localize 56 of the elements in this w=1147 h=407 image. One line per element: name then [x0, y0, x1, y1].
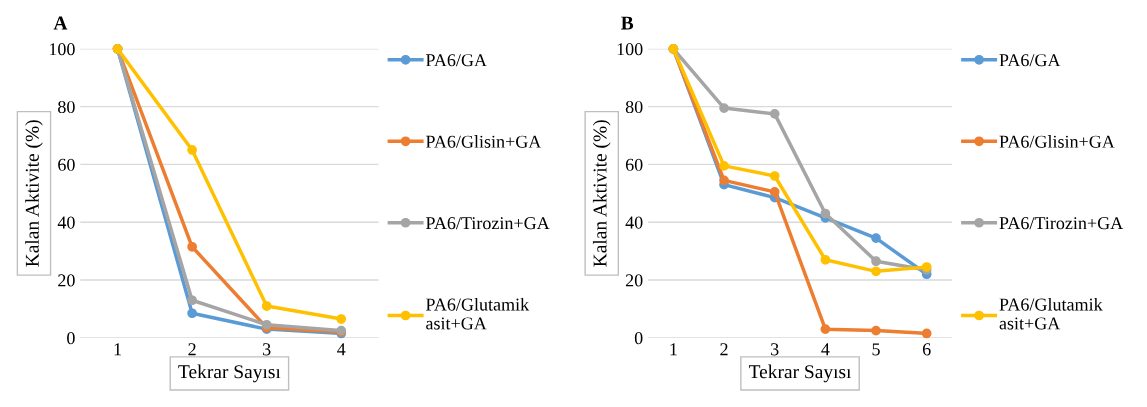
y-tick-label: 60	[625, 158, 643, 171]
y-tick-label: 60	[58, 158, 75, 171]
point	[769, 108, 780, 119]
point	[871, 233, 881, 243]
y-tick-label: 40	[57, 216, 75, 229]
point	[187, 241, 197, 252]
chart-title: A	[53, 16, 68, 30]
x-tick-label: 3	[771, 343, 779, 356]
point	[719, 103, 729, 113]
x-axis-title: Tekrar Sayısı	[178, 364, 281, 383]
point	[871, 325, 881, 336]
x-tick-label: 2	[188, 343, 196, 356]
x-tick-label: 6	[922, 343, 931, 356]
y-axis-title: Kalan Aktivite (%)	[592, 120, 611, 267]
point	[187, 295, 197, 306]
x-tick-label: 5	[872, 343, 880, 356]
y-tick-label: 100	[617, 43, 643, 56]
legend-label: PA6/Tirozin+GA	[425, 217, 550, 230]
x-tick-label: 1	[114, 343, 121, 356]
legend-label: PA6/Glisin+GA	[999, 135, 1115, 148]
legend-label: PA6/Glisin+GA	[425, 135, 542, 148]
point	[820, 324, 831, 335]
point	[921, 328, 932, 339]
legend-label: PA6/GA	[999, 54, 1061, 67]
chart-title: B	[621, 16, 634, 30]
y-tick-label: 80	[625, 100, 643, 114]
point	[719, 161, 729, 171]
point	[336, 314, 347, 324]
y-tick-label: 20	[625, 274, 643, 287]
x-tick-label: 2	[720, 343, 728, 356]
x-axis-title: Tekrar Sayısı	[748, 364, 852, 383]
legend-label: PA6/Glutamik asit+GA	[425, 297, 530, 330]
point	[820, 208, 831, 219]
x-tick-label: 3	[263, 343, 271, 356]
y-tick-label: 20	[58, 274, 75, 287]
point	[871, 256, 881, 267]
legend-label: PA6/Glutamik asit+GA	[999, 297, 1103, 330]
y-tick-label: 100	[49, 43, 75, 56]
point	[871, 266, 881, 277]
point	[187, 308, 197, 319]
x-tick-label: 1	[670, 343, 677, 356]
point	[187, 145, 197, 155]
y-tick-label: 0	[67, 332, 75, 345]
y-tick-label: 80	[58, 100, 75, 114]
legend-label: PA6/GA	[425, 54, 487, 67]
y-tick-label: 0	[634, 332, 643, 345]
point	[820, 254, 831, 265]
x-tick-label: 4	[821, 343, 830, 356]
x-tick-label: 4	[337, 343, 346, 356]
y-axis-title: Kalan Aktivite (%)	[25, 120, 43, 267]
point	[769, 171, 780, 181]
point	[769, 187, 780, 197]
point	[261, 301, 272, 311]
legend-label: PA6/Tirozin+GA	[999, 217, 1124, 230]
point	[719, 175, 729, 186]
y-tick-label: 40	[625, 216, 643, 229]
